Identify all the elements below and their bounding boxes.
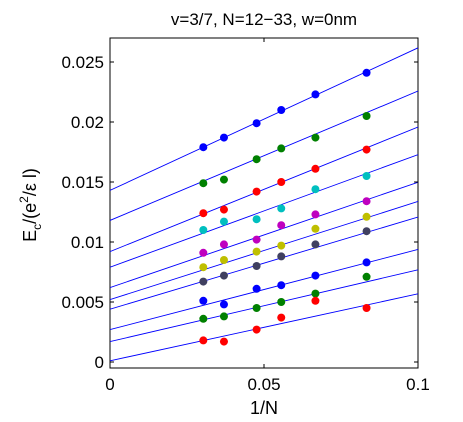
data-point-s6-p2: [219, 256, 228, 264]
y-tick-label: 0.025: [61, 53, 104, 72]
chart-title: v=3/7, N=12−33, w=0nm: [171, 10, 357, 29]
data-point-s10-p1: [199, 336, 208, 345]
data-point-s6-p5: [311, 224, 320, 233]
data-point-s7-p6: [362, 227, 371, 236]
data-point-s2-p6: [362, 112, 371, 120]
data-point-s1-p2: [219, 133, 228, 142]
data-point-s7-p2: [219, 271, 228, 280]
data-point-s8-p5: [311, 271, 320, 280]
data-point-s6-p1: [199, 263, 208, 272]
y-axis: 0 0.005 0.01 0.015 0.02 0.025: [61, 53, 418, 372]
x-axis: 0 0.05 0.1: [105, 38, 430, 394]
y-label-tail: /ε l): [20, 168, 40, 196]
y-label-rest: /(e: [20, 203, 40, 224]
data-point-s6-p4: [277, 241, 286, 250]
y-tick-label: 0.01: [71, 233, 104, 252]
data-point-s2-p2: [219, 175, 228, 184]
data-point-s4-p1: [199, 226, 208, 234]
data-point-s10-p3: [252, 325, 261, 334]
data-point-s9-p6: [362, 272, 371, 281]
data-point-s3-p1: [199, 209, 208, 218]
data-point-s7-p5: [311, 240, 320, 249]
data-point-s10-p2: [219, 337, 228, 346]
data-points: [199, 68, 371, 346]
data-point-s4-p2: [219, 217, 228, 226]
data-point-s1-p1: [199, 143, 208, 152]
data-point-s7-p1: [199, 277, 208, 286]
data-point-s5-p3: [252, 235, 261, 244]
data-point-s10-p6: [362, 304, 371, 312]
x-tick-label: 0.1: [406, 375, 430, 394]
data-point-s9-p1: [199, 314, 208, 323]
data-point-s9-p4: [277, 298, 286, 306]
data-point-s2-p1: [199, 179, 208, 188]
x-axis-label: 1/N: [250, 398, 278, 418]
data-point-s5-p6: [362, 197, 371, 206]
data-point-s3-p4: [277, 178, 286, 186]
data-point-s5-p2: [219, 240, 228, 249]
x-tick-label: 0: [105, 375, 114, 394]
data-point-s5-p4: [277, 221, 286, 230]
data-point-s5-p5: [311, 210, 320, 219]
data-point-s8-p4: [277, 281, 286, 290]
x-tick-label: 0.05: [247, 375, 280, 394]
data-point-s8-p2: [219, 300, 228, 309]
data-point-s9-p3: [252, 304, 261, 312]
y-tick-label: 0: [95, 353, 104, 372]
data-point-s3-p6: [362, 145, 371, 154]
y-tick-label: 0.005: [61, 293, 104, 312]
data-point-s3-p3: [252, 187, 261, 196]
data-point-s8-p6: [362, 258, 371, 267]
data-point-s8-p3: [252, 284, 261, 293]
y-axis-label: Ec/(e2/ε l): [17, 168, 44, 242]
data-point-s9-p5: [311, 289, 320, 298]
data-point-s2-p4: [277, 144, 286, 153]
data-point-s1-p4: [277, 106, 286, 114]
data-point-s4-p5: [311, 185, 320, 194]
data-point-s8-p1: [199, 296, 208, 305]
y-label-sub: c: [30, 224, 44, 230]
y-tick-label: 0.015: [61, 173, 104, 192]
data-point-s4-p3: [252, 215, 261, 224]
data-point-s7-p3: [252, 262, 261, 270]
data-point-s6-p6: [362, 212, 371, 221]
data-point-s1-p6: [362, 68, 371, 77]
data-point-s4-p6: [362, 172, 371, 180]
plot-area: [109, 37, 419, 369]
data-point-s1-p3: [252, 119, 261, 128]
y-label-sup: 2: [17, 196, 31, 203]
data-point-s4-p4: [277, 204, 286, 213]
data-point-s10-p5: [311, 296, 320, 305]
data-point-s2-p3: [252, 155, 261, 164]
data-point-s9-p2: [219, 312, 228, 321]
y-tick-label: 0.02: [71, 113, 104, 132]
y-label-base: E: [20, 230, 40, 242]
data-point-s1-p5: [311, 90, 320, 99]
data-point-s10-p4: [277, 313, 286, 322]
data-point-s3-p5: [311, 164, 320, 173]
data-point-s5-p1: [199, 248, 208, 257]
data-point-s7-p4: [277, 252, 286, 261]
fit-line-9: [110, 269, 418, 343]
data-point-s6-p3: [252, 247, 261, 256]
data-point-s2-p5: [311, 133, 320, 142]
data-point-s3-p2: [219, 205, 228, 214]
